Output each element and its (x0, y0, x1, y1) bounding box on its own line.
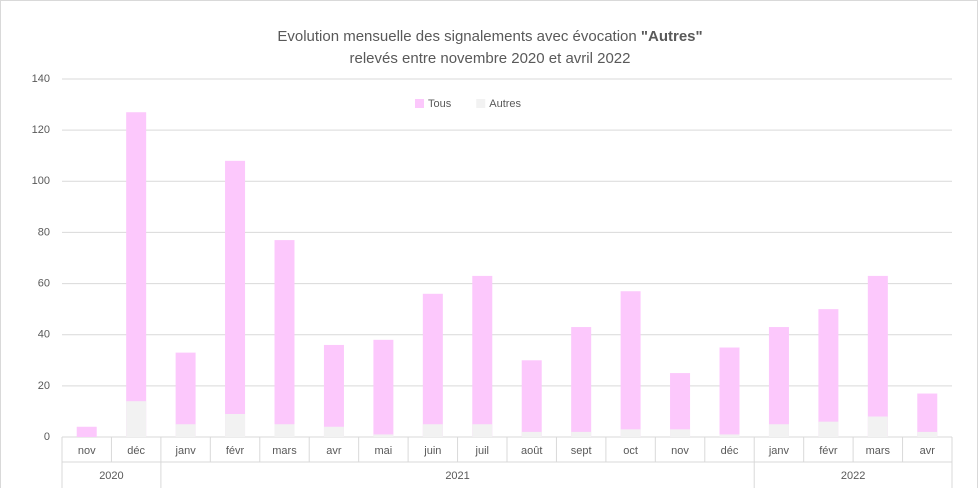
legend-swatch (476, 99, 486, 108)
bar (323, 344, 344, 437)
y-tick-label: 20 (38, 380, 50, 392)
bar (373, 434, 394, 437)
y-tick-label: 40 (38, 329, 50, 341)
x-tick-label: juin (423, 445, 441, 457)
chart-subtitle: relevés entre novembre 2020 et avril 202… (349, 50, 630, 67)
bar (917, 431, 938, 437)
bar (422, 424, 443, 437)
bar (274, 424, 295, 437)
bar (571, 327, 592, 437)
bar (175, 424, 196, 437)
bar (620, 291, 641, 437)
bar (818, 421, 839, 437)
bar (76, 426, 97, 437)
y-tick-label: 140 (32, 73, 50, 85)
x-tick-label: mars (272, 445, 297, 457)
bar (571, 431, 592, 437)
x-tick-label: janv (768, 445, 790, 457)
group-label: 2020 (99, 470, 123, 482)
bar (472, 424, 493, 437)
y-tick-label: 60 (38, 277, 50, 289)
legend-swatch (415, 99, 424, 108)
bar (274, 240, 295, 437)
bar (818, 309, 839, 437)
x-tick-label: févr (226, 445, 245, 457)
bar (867, 416, 888, 437)
legend-label: Autres (489, 98, 521, 110)
x-tick-label: juil (475, 445, 489, 457)
x-tick-label: mai (375, 445, 393, 457)
bar (670, 373, 691, 437)
y-tick-label: 120 (32, 124, 50, 136)
y-tick-label: 100 (32, 175, 50, 187)
bar (126, 401, 147, 437)
bar (422, 293, 443, 437)
x-tick-label: oct (623, 445, 638, 457)
bar (175, 352, 196, 437)
bar (126, 112, 147, 437)
x-tick-label: avr (326, 445, 342, 457)
bar (719, 347, 740, 437)
bar (521, 360, 542, 437)
bar (521, 431, 542, 437)
x-tick-label: nov (78, 445, 96, 457)
bar (670, 429, 691, 437)
x-tick-label: sept (571, 445, 592, 457)
group-label: 2022 (841, 470, 865, 482)
bar (768, 327, 789, 437)
legend-label: Tous (428, 98, 452, 110)
x-tick-label: août (521, 445, 542, 457)
title-part: Evolution mensuelle des signalements ave… (277, 28, 641, 45)
x-tick-label: avr (920, 445, 936, 457)
bar (373, 339, 394, 437)
x-tick-label: déc (127, 445, 145, 457)
title-part: "Autres" (641, 28, 703, 45)
x-tick-label: janv (175, 445, 197, 457)
y-tick-label: 80 (38, 226, 50, 238)
bar (225, 160, 246, 438)
bar (867, 275, 888, 437)
bar (719, 434, 740, 437)
bar (768, 424, 789, 437)
x-tick-label: mars (866, 445, 891, 457)
x-tick-label: févr (819, 445, 838, 457)
bar (472, 275, 493, 437)
chart-title: Evolution mensuelle des signalements ave… (277, 28, 702, 45)
bar (917, 393, 938, 437)
bar (620, 429, 641, 437)
group-label: 2021 (445, 470, 469, 482)
x-tick-label: nov (671, 445, 689, 457)
y-tick-label: 0 (44, 431, 50, 443)
bar (225, 413, 246, 437)
x-tick-label: déc (721, 445, 739, 457)
bar (323, 426, 344, 437)
